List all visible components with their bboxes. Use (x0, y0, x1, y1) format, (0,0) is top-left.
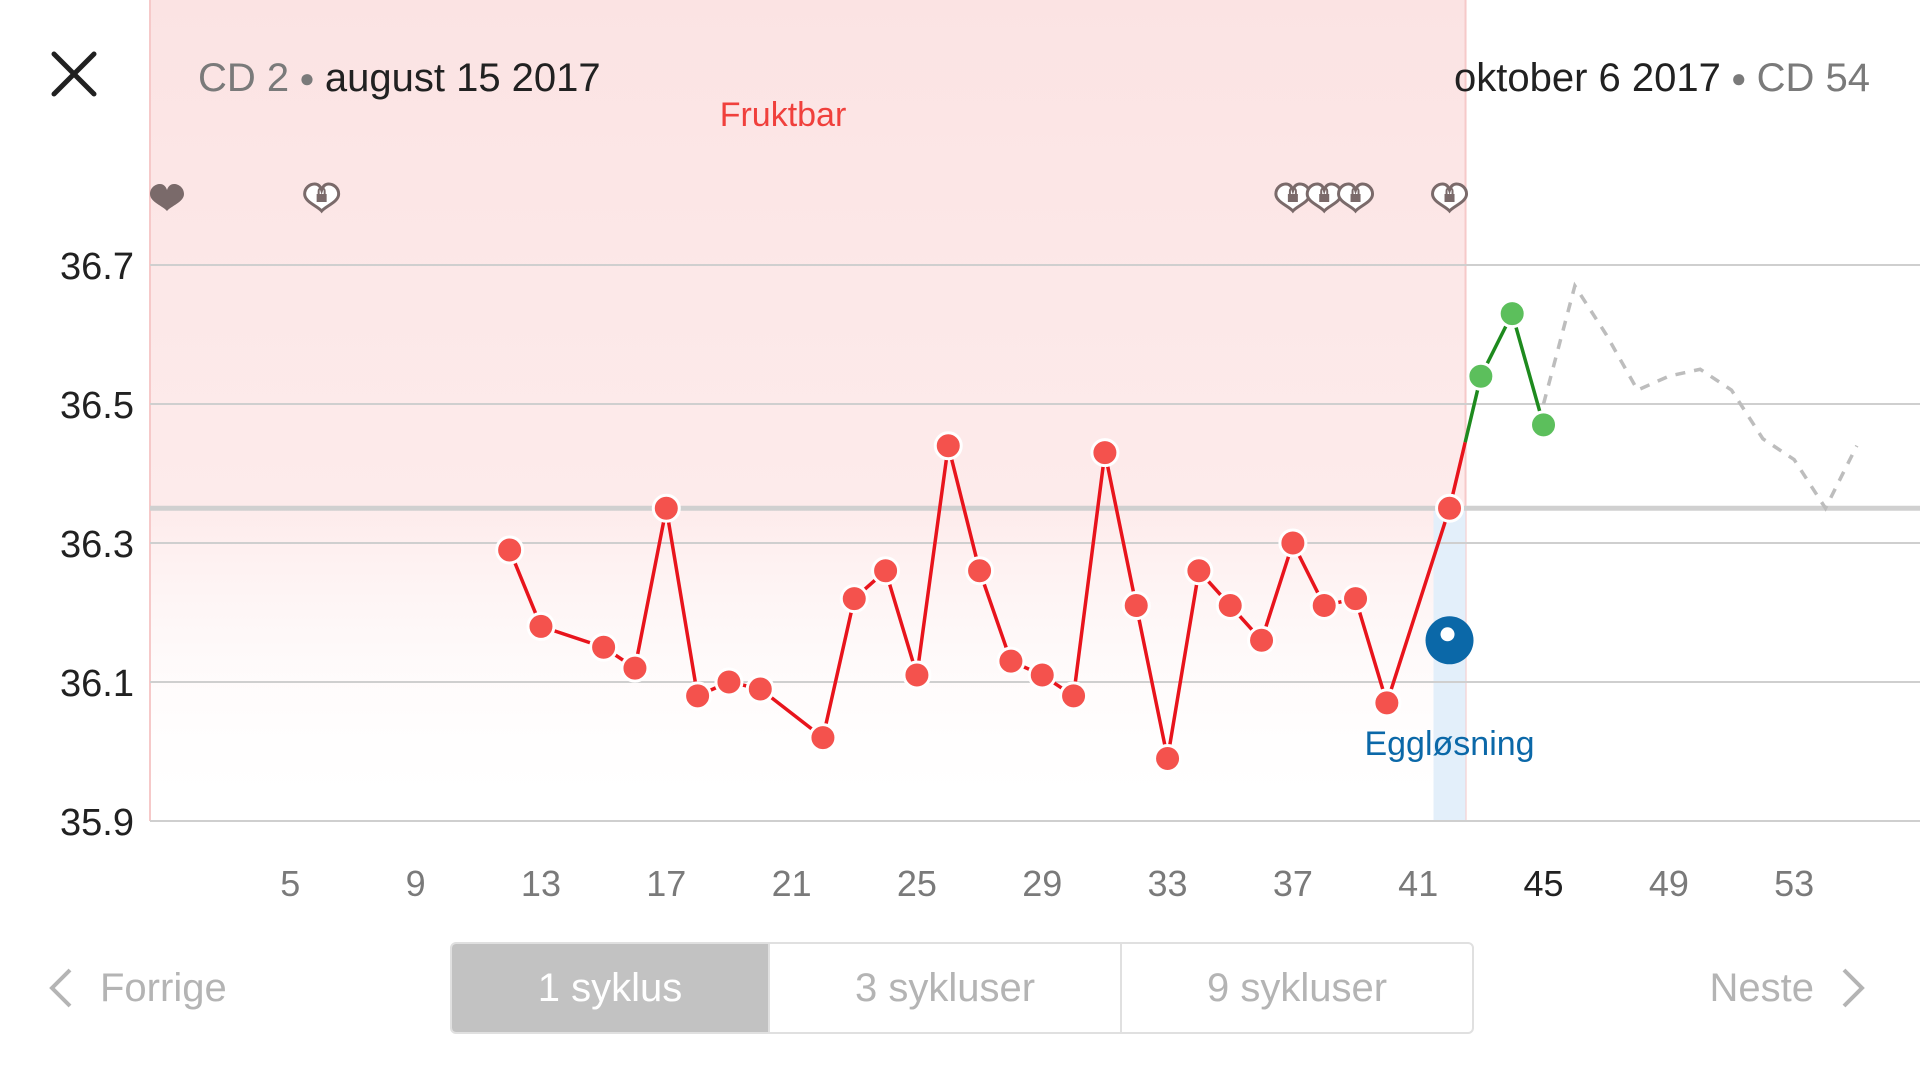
post-ovulation-point[interactable] (1497, 299, 1527, 329)
x-tick-label: 9 (406, 863, 426, 904)
temperature-point[interactable] (495, 535, 525, 565)
chevron-right-icon (1842, 968, 1865, 1008)
heart-icon[interactable] (150, 184, 184, 211)
next-button[interactable]: Neste (1710, 958, 1871, 1018)
temperature-point[interactable] (839, 584, 869, 614)
heart-shape (150, 184, 184, 211)
lock-body (1444, 194, 1455, 202)
lock-shackle (1288, 187, 1297, 194)
x-tick-label: 29 (1022, 863, 1062, 904)
previous-button[interactable]: Forrige (44, 958, 227, 1018)
temperature-point[interactable] (808, 723, 838, 753)
y-tick-label: 35.9 (60, 802, 134, 844)
temperature-point[interactable] (1435, 493, 1465, 523)
end-date: oktober 6 2017 (1454, 56, 1721, 100)
temperature-point[interactable] (933, 431, 963, 461)
temperature-point[interactable] (1090, 438, 1120, 468)
temperature-point[interactable] (871, 556, 901, 586)
x-tick-label: 17 (646, 863, 686, 904)
temperature-point[interactable] (589, 632, 619, 662)
temperature-point[interactable] (1184, 556, 1214, 586)
temperature-point[interactable] (1121, 591, 1151, 621)
lock-shackle (1445, 187, 1454, 194)
temperature-point[interactable] (1215, 591, 1245, 621)
x-tick-label: 53 (1774, 863, 1814, 904)
y-tick-label: 36.7 (60, 246, 134, 288)
y-tick-label: 36.1 (60, 663, 134, 705)
prediction-line (1541, 281, 1859, 512)
temperature-point[interactable] (1278, 528, 1308, 558)
post-ovulation-point[interactable] (1466, 361, 1496, 391)
temperature-point[interactable] (1309, 591, 1339, 621)
chevron-left-icon (49, 968, 72, 1008)
header-end: oktober 6 2017 ● CD 54 (1454, 52, 1870, 108)
lock-body (316, 194, 327, 202)
temperature-point[interactable] (996, 646, 1026, 676)
fertile-window-band (150, 0, 1466, 821)
y-tick-label: 36.5 (60, 385, 134, 427)
ovulation-marker-dot (1440, 627, 1455, 642)
x-tick-label: 41 (1398, 863, 1438, 904)
start-date: august 15 2017 (324, 56, 601, 100)
close-button[interactable] (44, 44, 104, 104)
temperature-point[interactable] (714, 667, 744, 697)
segment-1-cycle[interactable]: 1 syklus (452, 944, 768, 1032)
temperature-point[interactable] (745, 674, 775, 704)
lock-body (1319, 194, 1330, 202)
post-ovulation-point[interactable] (1529, 410, 1559, 440)
temperature-point[interactable] (965, 556, 995, 586)
x-tick-label: 13 (521, 863, 561, 904)
heart-lock-icon[interactable] (1337, 182, 1375, 214)
x-tick-label: 49 (1649, 863, 1689, 904)
segment-3-cycles[interactable]: 3 sykluser (768, 944, 1120, 1032)
heart-lock-icon[interactable] (1431, 182, 1469, 214)
separator-dot: ● (1730, 63, 1747, 93)
temperature-line (508, 443, 1452, 761)
start-cycle-day: CD 2 (198, 56, 290, 100)
end-cycle-day: CD 54 (1756, 56, 1870, 100)
ovulation-label: Eggløsning (1364, 725, 1534, 763)
x-tick-label: 45 (1523, 863, 1563, 904)
previous-label: Forrige (100, 965, 227, 1010)
x-tick-label: 33 (1148, 863, 1188, 904)
x-tick-label: 21 (772, 863, 812, 904)
temperature-point[interactable] (1027, 660, 1057, 690)
temperature-point[interactable] (526, 611, 556, 641)
lock-shackle (1320, 187, 1329, 194)
lock-shackle (317, 187, 326, 194)
temperature-point[interactable] (1372, 688, 1402, 718)
lock-body (1350, 194, 1361, 202)
lock-body (1287, 194, 1298, 202)
next-label: Neste (1709, 965, 1815, 1010)
temperature-point[interactable] (902, 660, 932, 690)
ovulation-column (1433, 508, 1466, 821)
cycle-range-selector: 1 syklus 3 sykluser 9 sykluser (450, 942, 1474, 1034)
x-tick-label: 37 (1273, 863, 1313, 904)
temperature-point[interactable] (1247, 625, 1277, 655)
separator-dot: ● (299, 63, 315, 93)
close-icon (51, 51, 97, 97)
temperature-point[interactable] (651, 493, 681, 523)
x-tick-label: 5 (280, 863, 300, 904)
fertile-label: Fruktbar (720, 96, 847, 134)
header-start: CD 2 ● august 15 2017 (198, 52, 601, 108)
lock-shackle (1351, 187, 1360, 194)
temperature-point[interactable] (620, 653, 650, 683)
x-tick-label: 25 (897, 863, 937, 904)
segment-9-cycles[interactable]: 9 sykluser (1120, 944, 1472, 1032)
temperature-point[interactable] (1341, 584, 1371, 614)
y-tick-label: 36.3 (60, 524, 134, 566)
temperature-point[interactable] (1059, 681, 1089, 711)
temperature-point[interactable] (1153, 743, 1183, 773)
temperature-point[interactable] (683, 681, 713, 711)
heart-lock-icon[interactable] (303, 182, 341, 214)
